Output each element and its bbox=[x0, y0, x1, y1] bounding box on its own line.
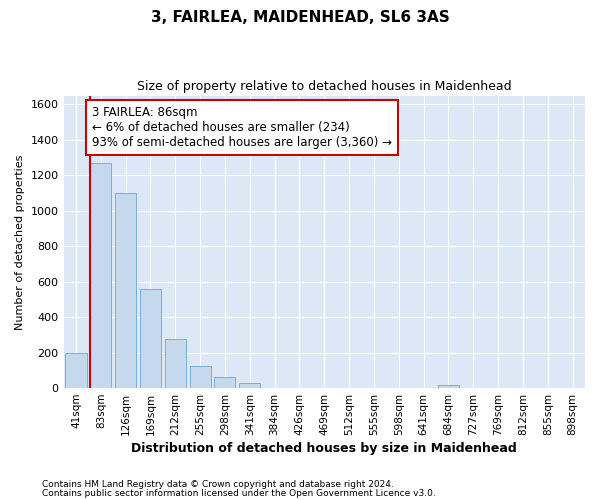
Bar bbox=[165, 340, 186, 388]
Bar bbox=[140, 289, 161, 388]
Text: Contains HM Land Registry data © Crown copyright and database right 2024.: Contains HM Land Registry data © Crown c… bbox=[42, 480, 394, 489]
Text: 3 FAIRLEA: 86sqm
← 6% of detached houses are smaller (234)
93% of semi-detached : 3 FAIRLEA: 86sqm ← 6% of detached houses… bbox=[92, 106, 392, 149]
Bar bbox=[90, 163, 112, 388]
Text: Contains public sector information licensed under the Open Government Licence v3: Contains public sector information licen… bbox=[42, 488, 436, 498]
Bar bbox=[115, 193, 136, 388]
Bar bbox=[65, 352, 86, 388]
X-axis label: Distribution of detached houses by size in Maidenhead: Distribution of detached houses by size … bbox=[131, 442, 517, 455]
Y-axis label: Number of detached properties: Number of detached properties bbox=[15, 154, 25, 330]
Text: 3, FAIRLEA, MAIDENHEAD, SL6 3AS: 3, FAIRLEA, MAIDENHEAD, SL6 3AS bbox=[151, 10, 449, 25]
Bar bbox=[239, 383, 260, 388]
Title: Size of property relative to detached houses in Maidenhead: Size of property relative to detached ho… bbox=[137, 80, 512, 93]
Bar bbox=[214, 376, 235, 388]
Bar bbox=[438, 384, 459, 388]
Bar bbox=[190, 366, 211, 388]
